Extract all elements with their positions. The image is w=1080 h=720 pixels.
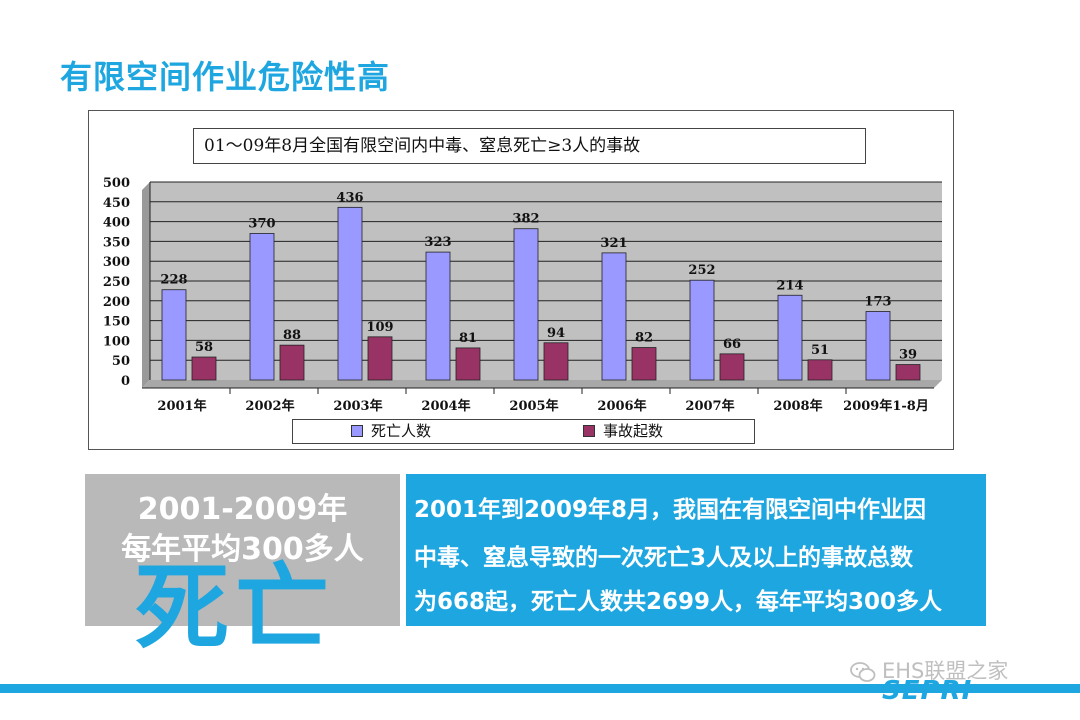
data-label-deaths: 214 — [776, 278, 803, 293]
y-tick-label: 400 — [103, 216, 130, 231]
y-tick-label: 150 — [103, 315, 130, 330]
data-label-deaths: 321 — [600, 236, 627, 251]
y-tick-label: 350 — [103, 235, 130, 250]
data-label-accidents: 39 — [899, 348, 917, 363]
y-tick-label: 0 — [121, 374, 130, 389]
bar-deaths — [337, 206, 363, 381]
data-label-deaths: 323 — [424, 235, 451, 250]
bar-chart: 0 50 100 150 200 250 300 350 400 450 500 228 58 2001年… — [103, 176, 942, 414]
bar-accidents — [367, 336, 393, 381]
bar-accidents — [543, 342, 569, 381]
watermark-text: EHS联盟之家 — [882, 659, 1009, 683]
page-title: 有限空间作业危险性高 — [60, 58, 391, 96]
bar-deaths — [161, 289, 187, 381]
summary-years: 2001-2009年 — [137, 492, 348, 527]
y-tick-label: 300 — [103, 255, 130, 270]
x-tick-label: 2003年 — [333, 398, 382, 414]
watermark: EHS联盟之家 — [850, 656, 1008, 686]
summary-line-2: 中毒、窒息导致的一次死亡3人及以上的事故总数 — [414, 545, 914, 571]
chart-title: 01～09年8月全国有限空间内中毒、窒息死亡≥3人的事故 — [193, 128, 866, 164]
bar-accidents — [191, 356, 217, 381]
bar-deaths — [513, 228, 539, 381]
y-tick-label: 450 — [103, 196, 130, 211]
data-label-accidents: 58 — [195, 340, 213, 355]
bar-deaths — [865, 311, 891, 381]
legend-label-deaths: 死亡人数 — [371, 422, 432, 440]
data-label-deaths: 252 — [688, 263, 715, 278]
y-tick-label: 50 — [112, 354, 130, 369]
bottom-accent-bar — [0, 684, 1080, 693]
legend-swatch-deaths — [351, 425, 363, 437]
x-tick-label: 2004年 — [421, 398, 470, 414]
plot-floor — [142, 380, 942, 388]
bar-accidents — [279, 344, 305, 381]
bar-deaths — [689, 279, 715, 381]
bar-deaths — [777, 294, 803, 381]
bar-deaths — [425, 251, 451, 381]
bar-deaths — [249, 233, 275, 381]
data-label-deaths: 370 — [248, 216, 275, 231]
legend-item-deaths: 死亡人数 — [351, 420, 431, 443]
summary-blue-panel: 2001年到2009年8月，我国在有限空间中作业因 中毒、窒息导致的一次死亡3人… — [406, 474, 986, 626]
summary-average: 每年平均300多人 — [121, 532, 364, 567]
data-label-accidents: 109 — [366, 320, 393, 335]
bar-accidents — [807, 359, 833, 381]
x-tick-label: 2005年 — [509, 398, 558, 414]
legend-swatch-accidents — [583, 425, 595, 437]
data-label-deaths: 173 — [864, 294, 891, 309]
chart-legend: 死亡人数 事故起数 — [292, 419, 755, 444]
x-tick-label: 2002年 — [245, 398, 294, 414]
bar-accidents — [895, 364, 921, 381]
data-label-deaths: 228 — [160, 273, 187, 288]
legend-item-accidents: 事故起数 — [583, 420, 663, 443]
x-tick-label: 2001年 — [157, 398, 206, 414]
x-tick-label: 2007年 — [685, 398, 734, 414]
legend-label-accidents: 事故起数 — [603, 422, 664, 440]
summary-line-1: 2001年到2009年8月，我国在有限空间中作业因 — [414, 497, 927, 523]
summary-line-3: 为668起，死亡人数共2699人，每年平均300多人 — [414, 589, 943, 615]
data-label-accidents: 66 — [723, 337, 741, 352]
x-tick-label: 2006年 — [597, 398, 646, 414]
plot-side-wall — [142, 182, 150, 388]
y-tick-label: 200 — [103, 295, 130, 310]
x-tick-label: 2008年 — [773, 398, 822, 414]
death-headline: 死亡 — [135, 554, 336, 663]
y-tick-label: 500 — [103, 176, 130, 191]
data-label-accidents: 82 — [635, 331, 653, 346]
data-label-deaths: 436 — [336, 190, 363, 205]
bar-accidents — [719, 353, 745, 381]
wechat-icon — [850, 662, 876, 682]
data-label-accidents: 88 — [283, 328, 301, 343]
summary-gray-panel: 2001-2009年 每年平均300多人 — [85, 474, 400, 626]
sepri-logo: SEPRI — [882, 676, 973, 706]
data-label-accidents: 51 — [811, 343, 829, 358]
bar-deaths — [601, 252, 627, 381]
x-tick-label: 2009年1-8月 — [843, 398, 929, 414]
data-label-accidents: 81 — [459, 331, 477, 346]
data-label-accidents: 94 — [547, 326, 565, 341]
bar-accidents — [455, 347, 481, 381]
y-tick-label: 100 — [103, 334, 130, 349]
y-tick-label: 250 — [103, 275, 130, 290]
bar-accidents — [631, 347, 657, 381]
data-label-deaths: 382 — [512, 212, 539, 227]
